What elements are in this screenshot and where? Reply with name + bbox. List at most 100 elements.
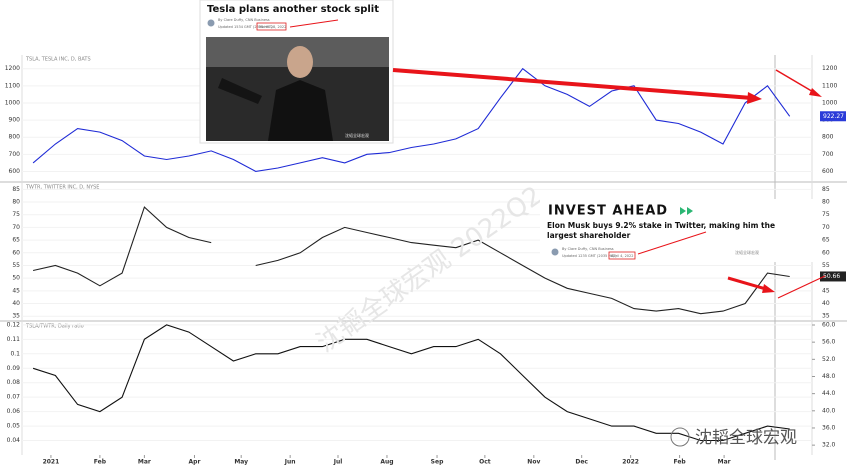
x-tick-label: May [234, 459, 248, 466]
x-tick-label: 2022 [622, 459, 639, 466]
logo [670, 427, 690, 447]
y-tick-label-right: 1000 [822, 99, 837, 106]
y2-tick-label: 40.0 [822, 407, 836, 414]
news-inset-twitter: INVEST AHEAD Elon Musk buys 9.2% stake i… [540, 199, 820, 262]
y-tick-label: 65 [12, 237, 20, 244]
y-tick-label-right: 1200 [822, 65, 837, 72]
news-inset-tesla: Tesla plans another stock split By Clare… [199, 0, 394, 144]
updated: Updated 1235 GMT (2035 HKT) [562, 254, 617, 258]
date: March 28, 2022 [259, 25, 286, 29]
updated: Updated 1534 GMT (2334 HKT) [218, 25, 273, 29]
byline: By Clare Duffy, CNN Business [218, 18, 270, 22]
y-tick-label-right: 55 [822, 262, 830, 269]
y-tick-label: 0.1 [10, 350, 20, 357]
arrow [775, 69, 816, 94]
brand-arrows [680, 207, 693, 215]
headline-box: Elon Musk buys 9.2% stake in Twitter, ma… [547, 221, 776, 240]
inset-title: Tesla plans another stock split [207, 4, 379, 15]
photo-face [287, 46, 313, 78]
y-tick-label-right: 600 [822, 168, 834, 175]
date-highlight [256, 22, 287, 31]
last-value-box [820, 271, 846, 282]
y-tick-label-right: 80 [822, 199, 830, 206]
y-tick-label: 800 [9, 134, 21, 141]
last-value-label: 50.66 [823, 273, 840, 280]
panel-header: TSLA/TWTR, Daily ratio [25, 324, 84, 330]
y-tick-label: 0.06 [7, 408, 21, 415]
y-tick-label-right: 70 [822, 224, 830, 231]
y-tick-label: 600 [9, 168, 21, 175]
x-tick-label: Mar [138, 459, 151, 466]
x-tick-label: Oct [479, 459, 491, 466]
panel-header: TWTR, TWITTER INC, D, NYSE [25, 185, 99, 191]
x-tick-label: 2021 [43, 459, 60, 466]
x-tick-label: Nov [527, 459, 540, 466]
photo-arm [218, 78, 262, 104]
y-tick-label: 60 [12, 249, 20, 256]
byline: By Clare Duffy, CNN Business [562, 247, 614, 251]
y2-tick-label: 52.0 [822, 356, 836, 363]
y-tick-label: 80 [12, 199, 20, 206]
y-tick-label: 700 [9, 151, 21, 158]
y-tick-label: 1100 [5, 82, 20, 89]
arrow-head [809, 88, 822, 97]
y-tick-label: 1000 [5, 99, 20, 106]
price-line [32, 324, 790, 442]
last-value-label: 922.27 [823, 113, 844, 120]
credit: 沈韬全球宏观 [345, 132, 369, 138]
arrow [727, 276, 767, 291]
date: April 4, 2022 [611, 254, 633, 258]
y2-tick-label: 44.0 [822, 390, 836, 397]
signature: 沈韬全球宏观 [670, 427, 797, 448]
y-tick-label-right: 45 [822, 287, 830, 294]
y-tick-label: 0.07 [7, 394, 21, 401]
x-tick-label: Feb [94, 459, 107, 466]
avatar [207, 19, 215, 27]
y-tick-label: 85 [12, 186, 20, 193]
y-tick-label: 1200 [5, 65, 20, 72]
y-tick-label-right: 1100 [822, 82, 837, 89]
x-tick-label: Jul [333, 459, 343, 466]
last-value-box [820, 111, 846, 122]
x-tick-label: Apr [189, 459, 201, 466]
y-tick-label: 0.11 [7, 336, 21, 343]
y2-tick-label: 32.0 [822, 442, 836, 449]
y2-tick-label: 60.0 [822, 322, 836, 329]
y-tick-label-right: 800 [822, 134, 834, 141]
y-tick-label: 900 [9, 117, 21, 124]
y-tick-label: 0.08 [7, 379, 21, 386]
y-tick-label: 55 [12, 262, 20, 269]
y-tick-label: 35 [12, 313, 20, 320]
credit: 沈韬全球宏观 [735, 249, 759, 255]
y-tick-label: 75 [12, 211, 20, 218]
signature-text: 沈韬全球宏观 [695, 428, 797, 448]
date-highlight [608, 251, 636, 260]
headline: Elon Musk buys 9.2% stake in Twitter, ma… [547, 221, 776, 240]
x-tick-label: Feb [673, 459, 686, 466]
x-tick-label: Aug [380, 459, 393, 466]
x-tick-label: Jun [284, 459, 296, 466]
arrow-head [762, 284, 775, 293]
price-line [32, 206, 790, 315]
y2-tick-label: 48.0 [822, 373, 836, 380]
x-tick-label: Dec [575, 459, 588, 466]
y-tick-label-right: 40 [822, 300, 830, 307]
y-tick-label-right: 35 [822, 313, 830, 320]
y-tick-label: 0.12 [7, 321, 21, 328]
arrow [392, 68, 753, 100]
y-tick-label-right: 60 [822, 249, 830, 256]
y-tick-label: 0.09 [7, 365, 21, 372]
y-tick-label: 0.04 [7, 437, 21, 444]
arrow-head [747, 92, 762, 104]
arrow [777, 275, 826, 299]
y2-tick-label: 36.0 [822, 424, 836, 431]
arrow [637, 231, 707, 255]
y-tick-label: 40 [12, 300, 20, 307]
y-tick-label: 0.05 [7, 423, 21, 430]
arrow [289, 19, 339, 28]
y-tick-label-right: 85 [822, 186, 830, 193]
y-tick-label-right: 700 [822, 151, 834, 158]
y-tick-label: 45 [12, 287, 20, 294]
y-tick-label: 50 [12, 275, 20, 282]
